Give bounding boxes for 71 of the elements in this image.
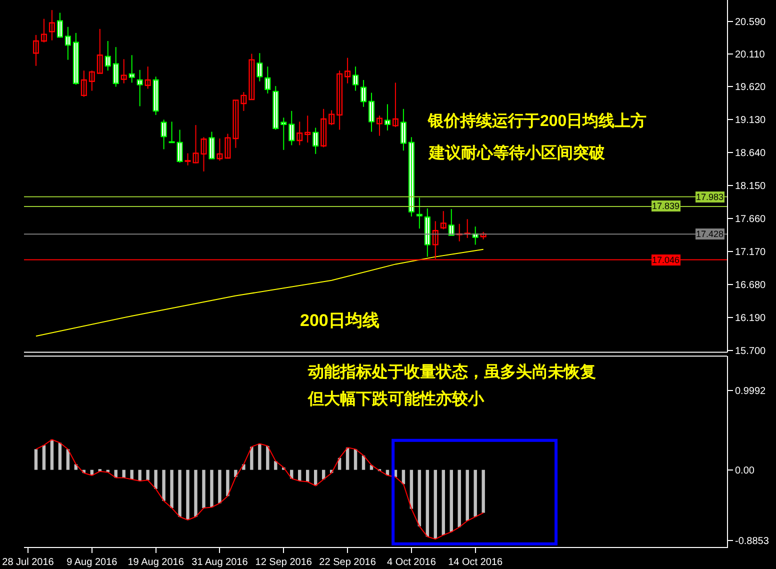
y-tick-label: 19.620: [735, 82, 766, 94]
bar: [178, 470, 182, 517]
bar: [410, 470, 414, 509]
x-tick-label: 4 Oct 2016: [386, 557, 436, 568]
y-tick-label: 19.130: [735, 115, 766, 126]
bar: [266, 446, 270, 470]
bar: [450, 470, 453, 532]
line-series: [35, 248, 484, 337]
y-tick-label: 17.170: [735, 246, 766, 258]
bar: [482, 470, 485, 513]
candlestick: [184, 152, 191, 166]
bar: [474, 470, 477, 517]
x-tick-label: 22 Sep 2016: [319, 557, 376, 568]
bar: [194, 470, 198, 517]
y-tick-label: 20.590: [735, 17, 766, 28]
bar: [354, 449, 358, 470]
y-tick-label: 15.700: [735, 346, 766, 357]
candlestick: [384, 104, 390, 131]
x-tick-label: 9 Aug 2016: [66, 557, 118, 568]
bar: [154, 470, 158, 489]
bar: [442, 470, 445, 536]
bar: [362, 456, 366, 470]
bar: [170, 470, 174, 508]
annotation: 银价持续运行于200日均线上方: [427, 111, 647, 130]
candlestick: [376, 115, 382, 136]
bar: [434, 470, 438, 540]
y-tick-label: 0.00: [735, 465, 755, 476]
ref-line-label: 17.839: [652, 201, 680, 211]
annotation: 建议耐心等待小区间突破: [427, 143, 606, 162]
series-label: 200日均线: [300, 311, 380, 330]
bar: [202, 470, 206, 508]
candlestick: [120, 58, 127, 84]
x-tick-label: 28 Jul 2016: [2, 557, 54, 568]
bar: [458, 470, 461, 528]
bar: [218, 470, 222, 504]
ref-line-label: 17.046: [652, 255, 680, 265]
bar: [146, 470, 150, 480]
ref-line-label: 17.428: [696, 229, 724, 239]
bar: [210, 470, 214, 508]
bar: [50, 440, 54, 470]
bar: [138, 470, 142, 481]
line-series: [35, 439, 484, 540]
bar: [418, 470, 422, 526]
candlestick: [416, 197, 422, 230]
y-tick-label: 18.640: [735, 148, 766, 160]
bar: [162, 470, 166, 501]
bar: [258, 444, 262, 470]
y-tick-label: -0.8853: [735, 536, 770, 547]
x-tick-label: 19 Aug 2016: [128, 557, 184, 568]
y-tick-label: 17.660: [735, 214, 766, 225]
bar: [186, 470, 190, 520]
annotation: 但大幅下跌可能性亦较小: [307, 390, 485, 408]
bar: [346, 448, 350, 470]
y-tick-label: 16.680: [735, 280, 766, 291]
y-tick-label: 0.9992: [735, 386, 766, 397]
bar: [34, 449, 38, 470]
bar: [466, 470, 469, 521]
bar: [426, 470, 430, 537]
bar: [42, 445, 46, 470]
bar: [58, 442, 62, 470]
x-tick-label: 31 Aug 2016: [192, 557, 248, 568]
bar: [226, 470, 230, 496]
annotation: 动能指标处于收量状态，虽多头尚未恢复: [307, 363, 596, 381]
ref-line-label: 17.983: [696, 192, 724, 202]
y-tick-label: 18.150: [735, 181, 766, 192]
y-tick-label: 20.110: [735, 49, 766, 60]
bar: [250, 446, 254, 470]
x-tick-label: 14 Oct 2016: [448, 557, 504, 568]
x-tick-label: 12 Sep 2016: [255, 557, 312, 568]
y-tick-label: 16.190: [735, 312, 766, 324]
bar: [274, 461, 278, 470]
